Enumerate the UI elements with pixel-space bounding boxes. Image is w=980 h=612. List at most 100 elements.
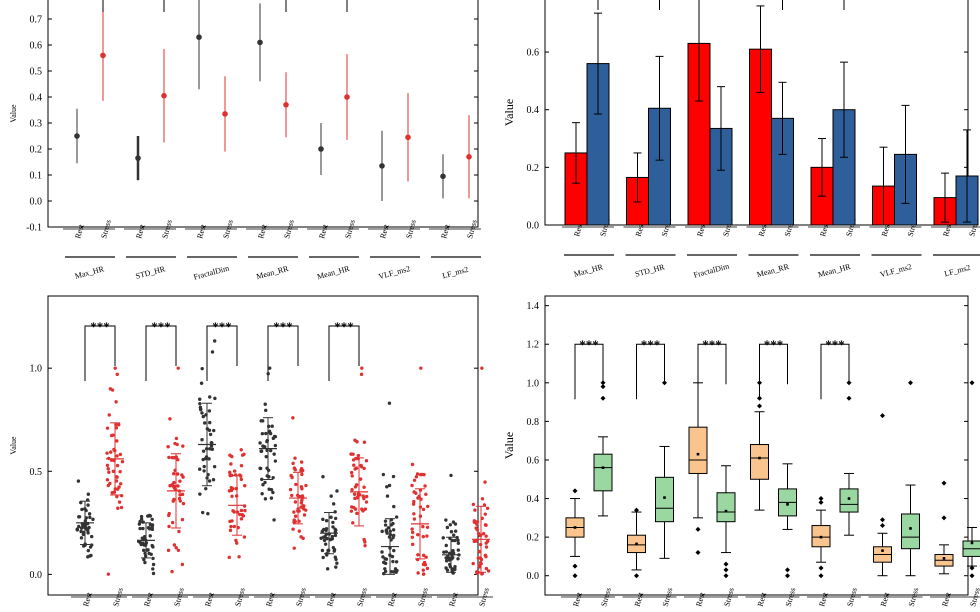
jitter-point-stress (350, 487, 354, 492)
jitter-point-stress (486, 569, 491, 573)
jitter-point-rest (383, 523, 388, 527)
jitter-point-stress (232, 510, 236, 514)
jitter-point-rest (79, 529, 83, 534)
jitter-point-stress (116, 506, 120, 510)
jitter-point-rest (324, 528, 328, 533)
y-axis-label: Value (9, 104, 18, 123)
jitter-point-stress (471, 561, 475, 566)
jitter-point-rest (212, 464, 217, 469)
jitter-point-rest (267, 487, 271, 491)
jitter-point-rest (331, 520, 335, 525)
significance-label: *** (90, 319, 110, 334)
jitter-point-rest (139, 514, 144, 519)
box-stress (839, 488, 859, 513)
jitter-point-rest (150, 543, 154, 548)
jitter-point-rest (146, 548, 150, 552)
jitter-point-rest (200, 366, 204, 371)
jitter-point-stress (288, 487, 293, 492)
jitter-point-rest (264, 408, 268, 413)
jitter-point-stress (234, 538, 238, 543)
box-flier (600, 395, 606, 401)
significance-bracket (820, 343, 850, 400)
jitter-point-stress (477, 564, 481, 568)
jitter-point-stress (304, 483, 308, 488)
jitter-point-rest (137, 522, 142, 526)
jitter-point-rest (87, 525, 91, 530)
jitter-point-stress (115, 454, 119, 458)
x-sublabel-rest: Rest (378, 223, 391, 240)
jitter-point-stress (105, 478, 110, 482)
jitter-point-rest (455, 535, 459, 540)
jitter-point-rest (333, 510, 337, 514)
jitter-point-rest (89, 534, 94, 539)
jitter-point-rest (197, 467, 202, 471)
jitter-point-stress (421, 524, 425, 529)
jitter-point-stress (354, 466, 359, 470)
jitter-point-stress (170, 569, 174, 574)
jitter-point-stress (362, 466, 366, 471)
jitter-point-rest (333, 527, 337, 531)
x-category-label: Mean_RR (756, 262, 791, 279)
jitter-point-stress (410, 530, 415, 535)
jitter-point-stress (239, 477, 244, 482)
jitter-point-stress (410, 527, 414, 531)
jitter-point-rest (333, 533, 338, 538)
jitter-point-rest (444, 543, 448, 548)
jitter-point-stress (227, 555, 231, 560)
outlier-point-rest (268, 366, 272, 370)
jitter-point-stress (364, 500, 369, 504)
y-tick-label: 0.2 (527, 163, 540, 174)
jitter-point-stress (349, 470, 354, 475)
jitter-point-stress (170, 455, 174, 460)
jitter-point-rest (451, 568, 456, 572)
jitter-point-stress (359, 465, 364, 469)
jitter-point-stress (414, 475, 419, 479)
jitter-point-stress (242, 535, 247, 539)
jitter-point-rest (392, 570, 396, 574)
box-mean-marker (724, 509, 728, 513)
jitter-point-rest (208, 395, 212, 399)
jitter-point-rest (392, 504, 396, 509)
box-flier (846, 380, 852, 386)
jitter-point-rest (380, 550, 384, 554)
jitter-point-rest (331, 545, 336, 550)
jitter-point-rest (452, 533, 456, 537)
jitter-point-rest (147, 513, 152, 518)
x-sublabel-rest: Rest (571, 591, 584, 608)
box-flier (572, 488, 578, 494)
x-category-label: VLF_ms2 (879, 262, 913, 279)
jitter-point-rest (147, 527, 152, 531)
jitter-point-stress (349, 509, 354, 513)
jitter-point-stress (228, 528, 233, 533)
jitter-point-stress (421, 507, 426, 512)
jitter-point-rest (335, 561, 339, 565)
jitter-point-stress (351, 505, 356, 510)
jitter-point-stress (416, 571, 420, 575)
jitter-point-rest (451, 549, 455, 553)
jitter-point-stress (293, 456, 297, 460)
jitter-point-rest (207, 409, 212, 413)
jitter-point-stress (416, 496, 420, 500)
x-sublabel-rest: Rest (386, 591, 399, 608)
jitter-point-rest (329, 494, 333, 498)
box-flier (941, 515, 947, 521)
box-mean-marker (881, 549, 884, 552)
mean-point-rest (379, 163, 385, 169)
jitter-point-stress (422, 553, 426, 558)
jitter-point-stress (480, 497, 485, 501)
jitter-point-rest (86, 528, 90, 533)
jitter-point-rest (76, 479, 81, 483)
significance-label: *** (764, 337, 784, 352)
mean-point-rest (440, 173, 446, 180)
jitter-point-rest (142, 543, 147, 547)
jitter-point-rest (211, 478, 216, 482)
jitter-point-rest (320, 529, 325, 533)
box-mean-marker (819, 535, 823, 539)
x-sublabel-rest: Rest (264, 591, 277, 608)
mean-point-stress (344, 94, 350, 100)
x-category-label: STD_HR (135, 264, 167, 281)
jitter-point-stress (168, 417, 172, 421)
jitter-point-rest (391, 535, 395, 540)
jitter-point-rest (387, 535, 392, 539)
jitter-point-rest (210, 350, 215, 354)
